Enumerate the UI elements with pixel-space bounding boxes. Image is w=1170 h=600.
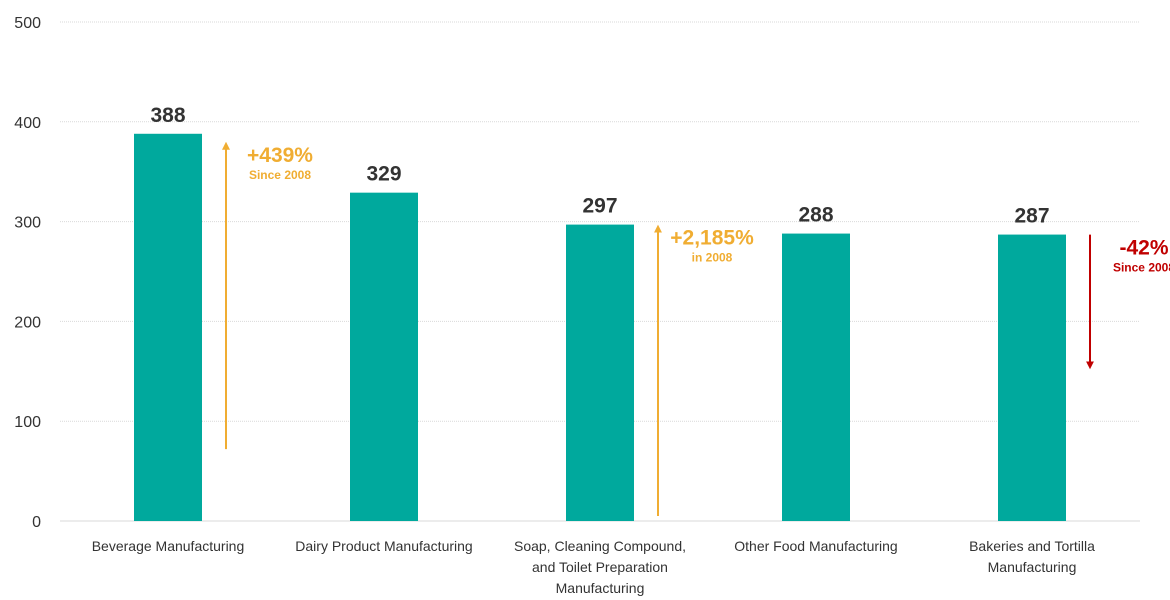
change-period-label: in 2008 [692, 251, 733, 265]
x-category-label-line: Beverage Manufacturing [92, 538, 245, 554]
change-percent-label: +2,185% [670, 227, 754, 250]
y-tick-label: 400 [14, 115, 41, 132]
x-category-label-line: Dairy Product Manufacturing [295, 538, 472, 554]
x-category-label: Bakeries and Tortilla Manufacturing [969, 538, 1095, 575]
change-period-label: Since 2008 [249, 168, 311, 182]
y-tick-label: 0 [32, 514, 41, 531]
bar-value-label: 329 [366, 163, 401, 186]
bar [566, 224, 634, 521]
x-category-label-line: Bakeries and Tortilla [969, 538, 1095, 554]
change-period-label: Since 2008 [1113, 261, 1170, 275]
x-category-label: Soap, Cleaning Compound, and Toilet Prepa… [514, 538, 686, 596]
bar [782, 233, 850, 522]
bar-value-label: 287 [1014, 205, 1049, 228]
y-tick-label: 100 [14, 414, 41, 431]
bar [350, 192, 418, 521]
bar-value-label: 297 [582, 195, 617, 218]
y-tick-label: 300 [14, 215, 41, 232]
bar-value-label: 288 [798, 204, 833, 227]
x-category-label-line: Manufacturing [988, 559, 1077, 575]
x-category-label-line: Manufacturing [556, 580, 645, 596]
y-tick-label: 500 [14, 15, 41, 32]
change-percent-label: +439% [247, 144, 313, 167]
x-category-label-line: Soap, Cleaning Compound, [514, 538, 686, 554]
bar [998, 234, 1066, 521]
x-category-label: Beverage Manufacturing [92, 538, 245, 554]
x-category-label-line: Other Food Manufacturing [734, 538, 897, 554]
change-percent-label: -42% [1119, 237, 1168, 260]
x-category-label: Other Food Manufacturing [734, 538, 897, 554]
x-category-label: Dairy Product Manufacturing [295, 538, 472, 554]
bar-value-label: 388 [150, 104, 185, 127]
x-category-label-line: and Toilet Preparation [532, 559, 668, 575]
bar [134, 133, 202, 521]
y-tick-label: 200 [14, 314, 41, 331]
